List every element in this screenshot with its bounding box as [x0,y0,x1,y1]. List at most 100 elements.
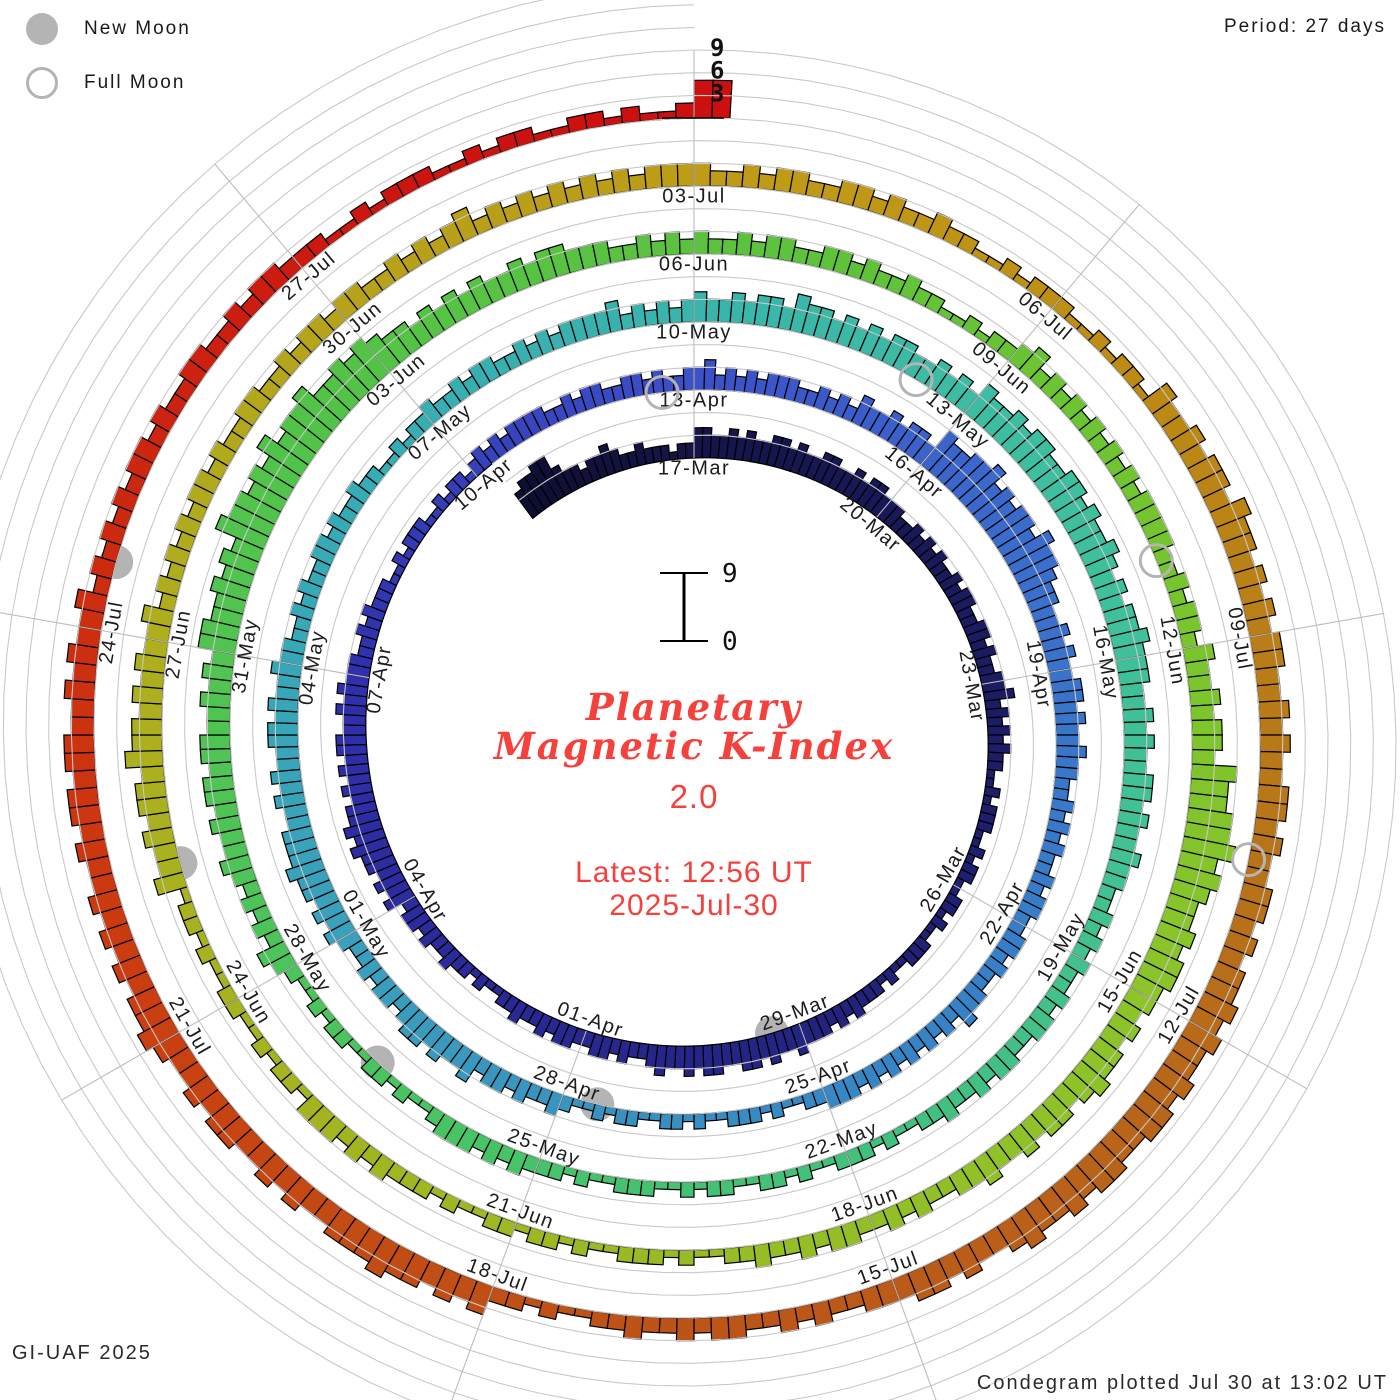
full-moon-marker [898,362,934,398]
kp-bar [616,1245,635,1264]
kp-bar [276,757,302,773]
kp-bar [471,972,491,992]
kp-bar [679,1181,695,1198]
kp-bar [1191,748,1216,766]
kp-bar [267,721,299,736]
moon-legend: New Moon Full Moon [26,10,191,118]
kp-bar [929,913,949,933]
kp-bar [494,989,513,1009]
grid-radial [981,612,1384,685]
kp-bar [682,366,695,392]
kp-bar [1254,666,1281,687]
kp-bar [664,231,681,257]
kp-bar [975,819,994,835]
kp-bar [344,800,379,818]
chart-title-line2: Magnetic K-Index [493,724,895,768]
kp-bar [767,1239,787,1259]
kp-bar [704,1112,718,1122]
kp-bar [635,233,653,260]
grid-arc [0,4,1374,1400]
kp-bar [862,482,890,513]
kp-bar [412,516,432,536]
kp-bar [208,761,234,778]
kp-bar [1257,699,1291,720]
kp-bar [620,105,641,125]
kp-bar [738,1244,757,1263]
kp-bar [658,1112,673,1130]
plotted-timestamp: Condegram plotted Jul 30 at 13:02 UT [976,1372,1388,1394]
kp-bar [606,1312,627,1331]
kp-bar [719,1178,735,1197]
grid-radial [214,163,478,477]
full-moon-icon [26,67,58,99]
kp-bar [70,716,95,736]
kp-bar [773,436,793,470]
full-moon-marker [1138,543,1174,579]
new-moon-label: New Moon [84,18,191,39]
kp-bar [342,818,384,840]
kp-bar [549,464,573,497]
legend-row-new-moon: New Moon [26,10,191,48]
kp-bar [206,706,231,723]
kp-bar [349,836,391,860]
date-label: 03-Jul [662,185,725,207]
kp-bar [986,760,1004,772]
kp-bar [391,550,411,570]
kp-bar [881,966,900,986]
kp-bar [693,1248,710,1259]
grid-radials [0,50,1384,1400]
kp-bar [741,429,758,463]
kp-bar [705,298,721,323]
kp-bar [693,230,710,255]
kp-bar [693,1180,708,1191]
kp-bar [789,442,810,475]
kp-bar [666,1181,682,1191]
date-label: 06-Jun [659,253,729,275]
kp-bar [693,426,704,459]
kp-bar [1190,718,1223,736]
kp-bar [631,1247,650,1265]
latest-time: Latest: 12:56 UT [575,856,813,889]
kp-bar [726,1109,741,1128]
chart-title-line1: Planetary [585,685,803,729]
ring-scale-label: 6 [710,57,724,85]
kp-bar [597,442,617,477]
kp-bar [131,734,164,752]
kp-bar [752,1242,773,1269]
kp-bar [134,780,168,801]
kp-bar [63,679,96,701]
kp-bar [372,870,407,895]
kp-bar [662,1249,680,1259]
kp-bar [713,374,727,392]
kp-bar [900,948,920,968]
kp-bar [1188,688,1222,707]
kp-bar [693,1044,705,1070]
kp-bar [512,126,536,148]
kp-bar [1256,683,1282,703]
kp-bar [1054,711,1087,726]
kp-bar [1189,704,1215,722]
kp-bar [1122,721,1148,736]
kp-bar [199,747,233,765]
date-label: 17-Mar [658,457,730,479]
kp-bar [693,1112,707,1130]
legend-row-full-moon: Full Moon [26,64,191,102]
kp-bar [124,749,165,769]
kp-bar [841,467,868,500]
kp-bar [675,1317,695,1342]
kp-bar [274,709,299,725]
period-label: Period: 27 days [1223,16,1386,37]
ring-scale-label: 3 [710,79,724,107]
kp-bar [707,238,724,255]
grid-radial [953,884,1308,1090]
credit-label: GI-UAF 2025 [12,1342,152,1364]
kp-bar [658,1316,678,1334]
grid-radial [876,204,1140,518]
kp-bar [680,298,695,324]
full-moon-marker [644,375,680,410]
kp-bar [1191,734,1223,752]
